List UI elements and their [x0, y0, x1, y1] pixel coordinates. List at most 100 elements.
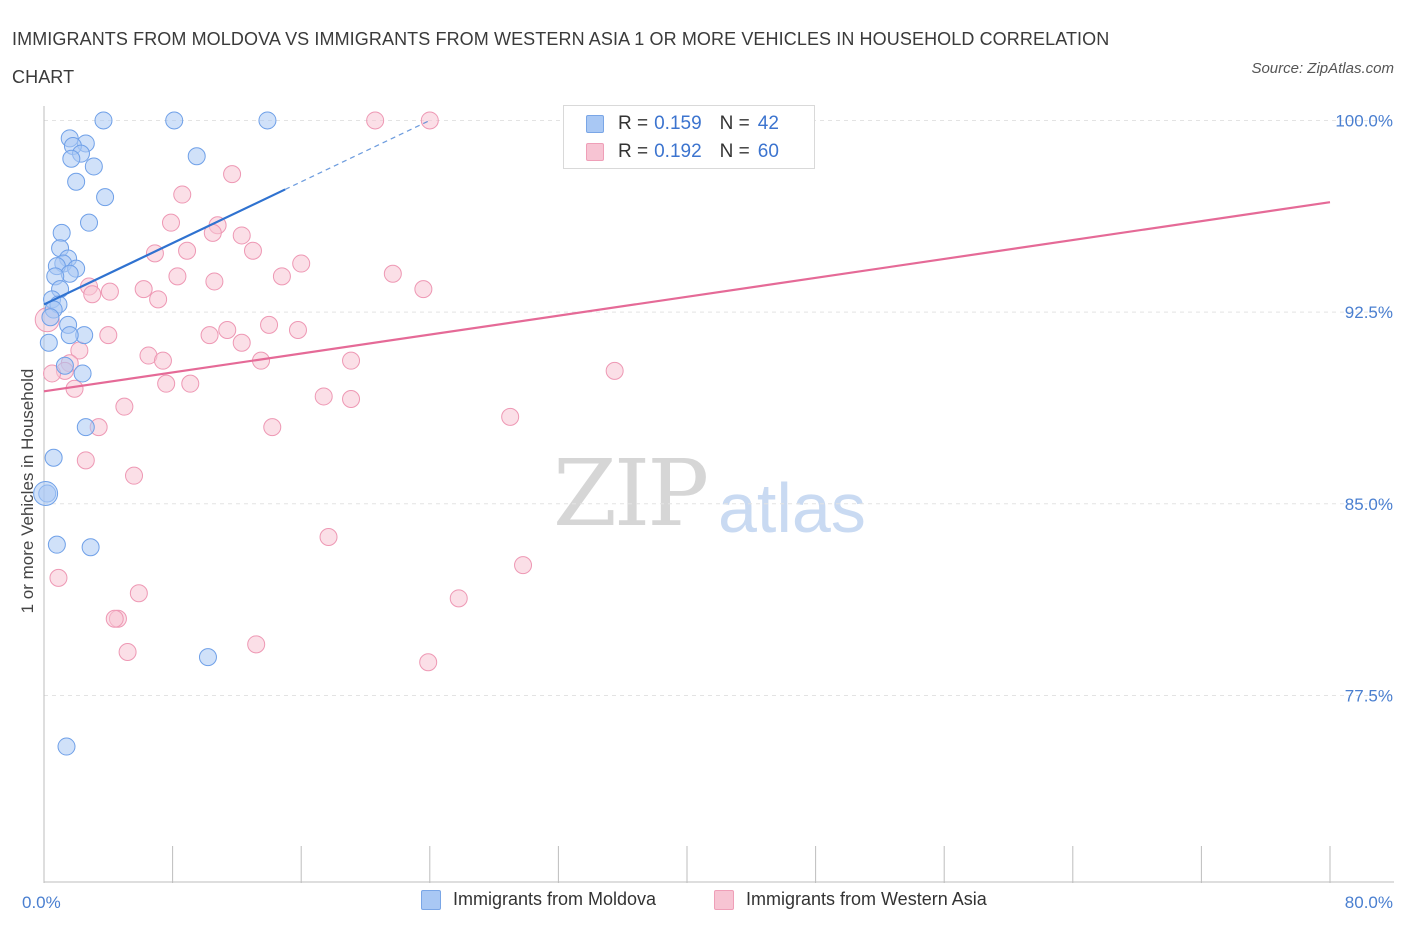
x-tick-label: 80.0% — [1345, 893, 1393, 912]
point-western-asia — [129, 584, 148, 603]
point-western-asia — [173, 185, 192, 204]
point-western-asia — [99, 326, 118, 345]
legend-swatch-western-asia — [586, 143, 604, 161]
legend-row-moldova: R = 0.159 N = 42 — [586, 112, 779, 136]
point-western-asia — [161, 213, 180, 232]
point-western-asia — [605, 361, 624, 380]
legend-n-value: 60 — [757, 141, 779, 162]
point-moldova — [33, 481, 59, 507]
point-western-asia — [501, 407, 520, 426]
point-western-asia — [153, 351, 172, 370]
legend-row-western-asia: R = 0.192 N = 60 — [586, 140, 779, 164]
point-moldova — [41, 308, 60, 327]
legend-swatch-moldova — [421, 889, 441, 910]
point-western-asia — [205, 272, 224, 291]
point-western-asia — [342, 351, 361, 370]
point-western-asia — [449, 589, 468, 608]
point-moldova — [81, 538, 100, 557]
point-western-asia — [288, 321, 307, 339]
legend-swatch-western-asia — [714, 889, 734, 910]
point-western-asia — [420, 111, 439, 130]
series-western-asia-points — [34, 111, 737, 672]
point-moldova — [73, 364, 92, 383]
point-western-asia — [232, 226, 251, 245]
x-tick-label: 0.0% — [22, 893, 61, 912]
point-moldova — [198, 648, 217, 667]
point-western-asia — [292, 254, 311, 273]
legend-item-moldova[interactable]: Immigrants from Moldova — [421, 889, 656, 910]
trendline-moldova — [43, 188, 286, 306]
point-western-asia — [223, 165, 242, 184]
point-western-asia — [366, 111, 385, 130]
point-western-asia — [314, 387, 333, 406]
legend-n-value: 42 — [757, 113, 779, 134]
legend-swatch-moldova — [586, 115, 604, 133]
legend-n-label: N = — [719, 141, 750, 162]
point-moldova — [96, 188, 115, 207]
point-moldova — [62, 149, 81, 168]
point-moldova — [80, 213, 99, 232]
source-label: Source: ZipAtlas.com — [1251, 60, 1394, 77]
point-western-asia — [125, 466, 144, 485]
point-western-asia — [218, 321, 237, 339]
axes — [43, 106, 1394, 883]
point-moldova — [57, 737, 76, 756]
point-western-asia — [181, 374, 200, 393]
legend-n-label: N = — [719, 113, 750, 134]
point-western-asia — [178, 241, 197, 260]
point-western-asia — [157, 374, 176, 393]
point-western-asia — [168, 267, 187, 286]
point-western-asia — [319, 528, 338, 546]
point-western-asia — [105, 609, 124, 628]
point-moldova — [258, 111, 277, 130]
axis-labels: 100.0% 92.5% 85.0% 77.5% 0.0% 80.0% 1 or more … — [18, 111, 1393, 912]
point-moldova — [67, 172, 86, 191]
point-western-asia — [134, 280, 153, 299]
point-western-asia — [232, 333, 251, 352]
point-western-asia — [76, 451, 95, 470]
legend-item-western-asia[interactable]: Immigrants from Western Asia — [714, 889, 987, 910]
legend-label-western-asia: Immigrants from Western Asia — [746, 889, 987, 909]
point-moldova — [84, 157, 103, 176]
y-tick-label: 92.5% — [1345, 303, 1393, 322]
trendline-western-asia — [43, 201, 1331, 393]
point-western-asia — [83, 285, 102, 304]
point-western-asia — [115, 397, 134, 416]
point-western-asia — [247, 635, 266, 654]
legend-r-label: R = — [618, 141, 649, 162]
point-moldova — [76, 418, 95, 437]
point-moldova — [94, 111, 113, 130]
point-western-asia — [414, 280, 433, 299]
legend-label-moldova: Immigrants from Moldova — [453, 889, 657, 909]
correlation-legend: R = 0.159 N = 42 R = 0.192 N = 60 — [563, 105, 815, 169]
point-western-asia — [419, 653, 438, 672]
trendline-moldova-extension — [284, 119, 431, 190]
series-moldova-points — [33, 111, 277, 756]
point-western-asia — [272, 267, 291, 286]
point-western-asia — [263, 418, 282, 437]
y-tick-label: 100.0% — [1335, 111, 1393, 130]
point-western-asia — [118, 643, 137, 661]
point-moldova — [39, 333, 58, 352]
point-western-asia — [49, 568, 68, 587]
point-western-asia — [100, 282, 119, 301]
watermark-zip: ZIP — [553, 440, 709, 547]
point-moldova — [60, 326, 79, 345]
point-western-asia — [200, 326, 219, 345]
chart-title: IMMIGRANTS FROM MOLDOVA VS IMMIGRANTS FR… — [12, 29, 1110, 87]
point-western-asia — [514, 556, 533, 575]
legend-r-value: 0.159 — [654, 113, 702, 134]
point-moldova — [55, 356, 74, 375]
point-western-asia — [149, 290, 168, 309]
legend-r-value: 0.192 — [654, 141, 702, 162]
point-moldova — [44, 448, 63, 467]
point-western-asia — [383, 264, 402, 283]
y-axis-label: 1 or more Vehicles in Household — [18, 369, 37, 614]
y-tick-label: 85.0% — [1345, 495, 1393, 514]
trend-lines — [43, 119, 1331, 393]
point-western-asia — [342, 390, 361, 408]
point-moldova — [165, 111, 184, 130]
point-moldova — [47, 535, 66, 554]
point-western-asia — [243, 241, 262, 260]
